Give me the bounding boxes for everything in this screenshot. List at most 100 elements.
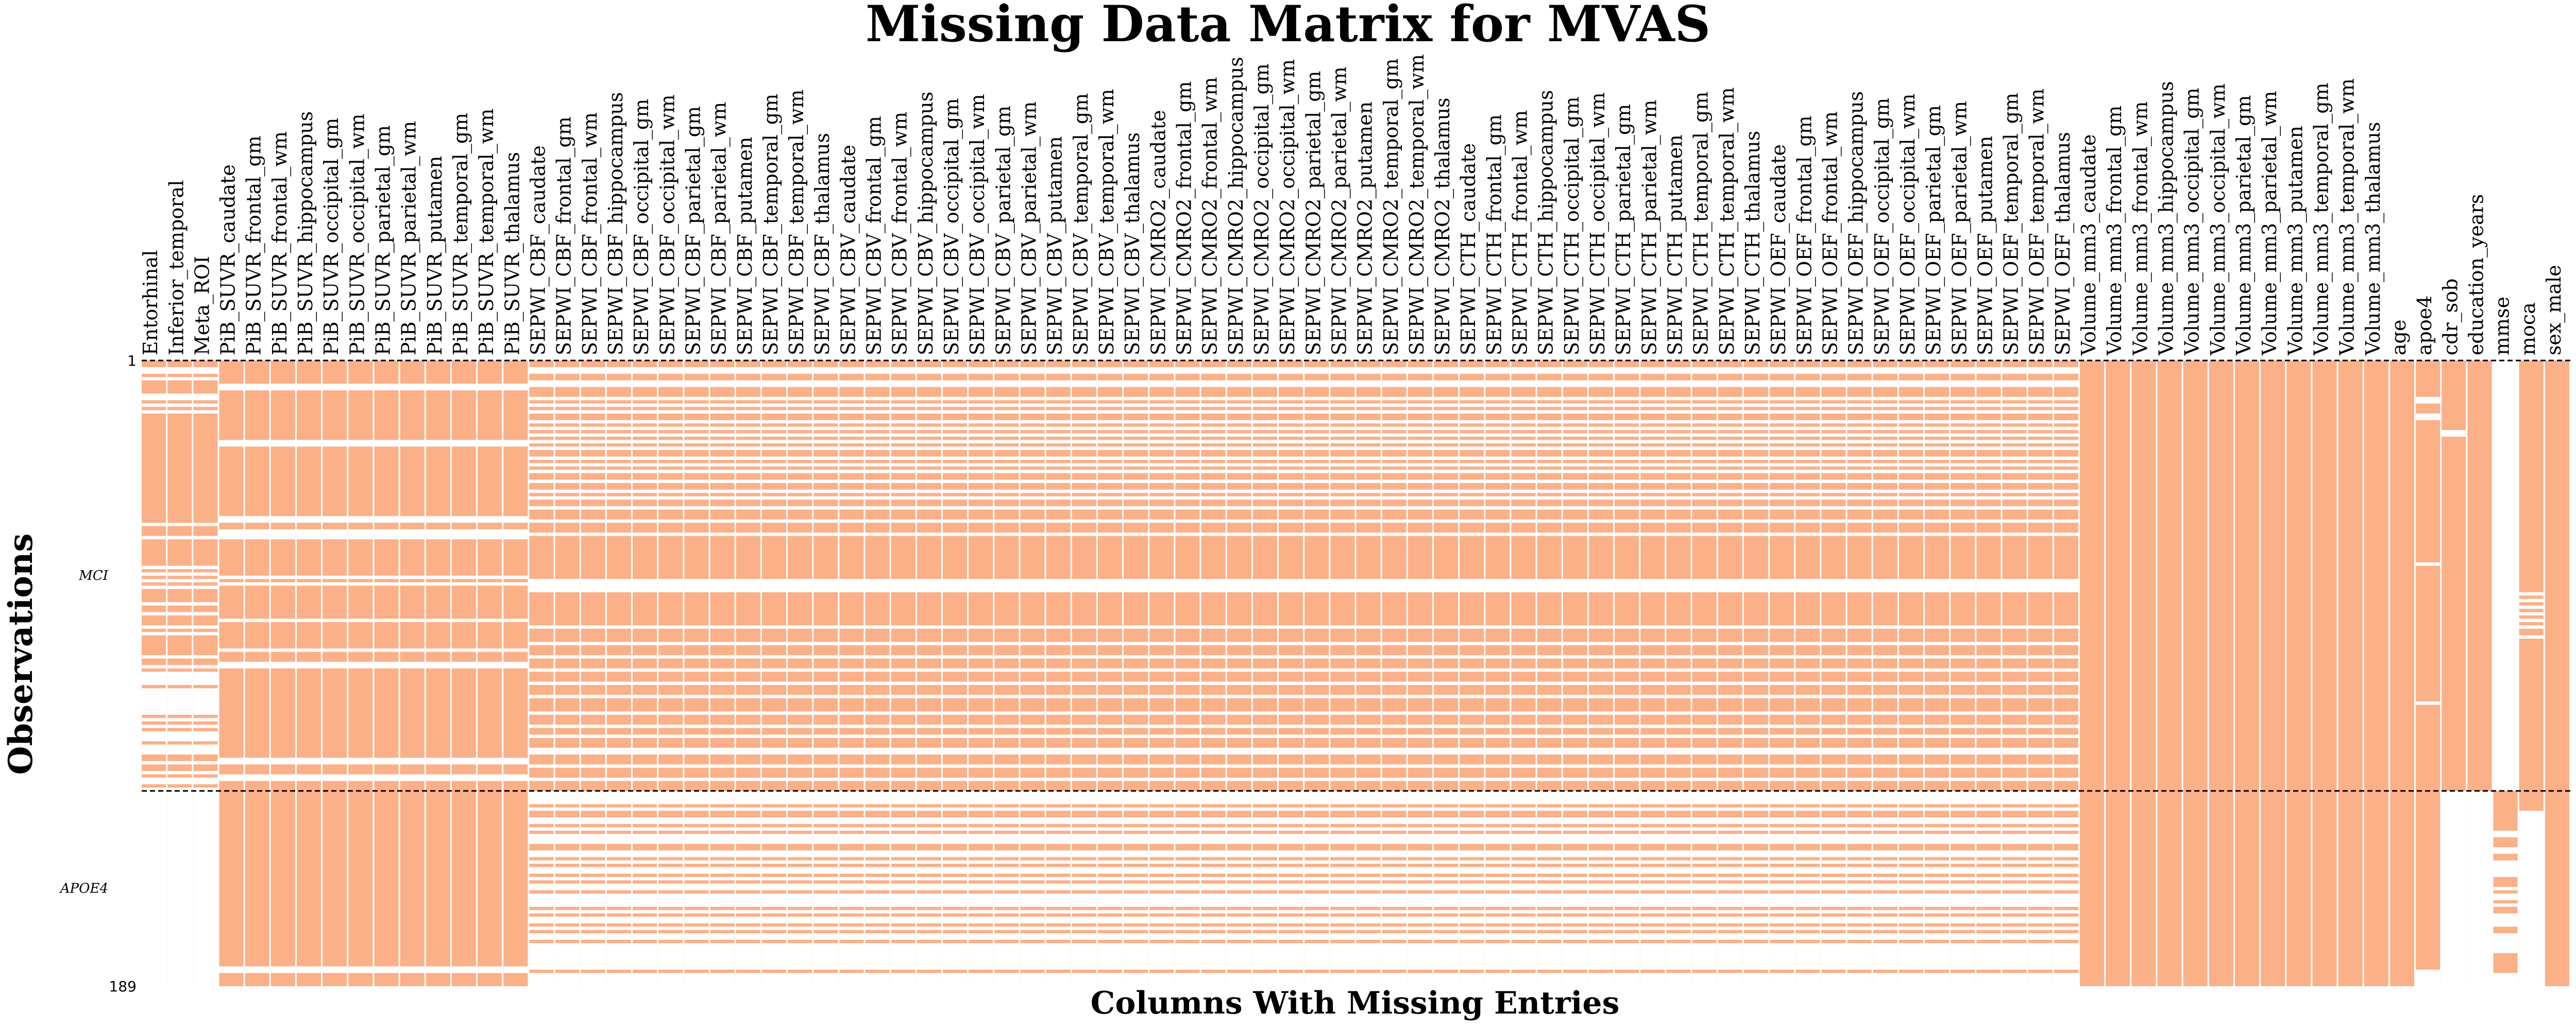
missing-run-PiB_SUVR_frontal_gm-rows-52-54 <box>245 529 269 540</box>
missing-run-SEPWI_CMRO2_parietal_gm-rows-45-45 <box>1304 506 1329 510</box>
missing-run-SEPWI_CBF_occipital_gm-rows-16-16 <box>633 410 657 414</box>
missing-run-SEPWI_CMRO2_occipital_wm-rows-90-90 <box>1279 655 1303 659</box>
missing-run-SEPWI_CTH_hippocampus-rows-159-160 <box>1537 883 1562 890</box>
missing-run-SEPWI_CBF_putamen-rows-142-142 <box>736 827 760 831</box>
missing-run-SEPWI_CBF_putamen-rows-45-45 <box>736 506 760 510</box>
missing-run-SEPWI_OEF_frontal_wm-rows-42-42 <box>1821 496 1846 500</box>
missing-run-SEPWI_CMRO2_frontal_wm-rows-102-102 <box>1201 695 1226 698</box>
missing-run-SEPWI_CBF_thalamus-rows-149-150 <box>814 850 838 857</box>
missing-run-SEPWI_CTH_hippocampus-rows-127-127 <box>1537 778 1562 781</box>
missing-run-PiB_SUVR_frontal_gm-rows-25-26 <box>245 440 269 447</box>
missing-run-SEPWI_CBV_parietal_gm-rows-169-170 <box>994 917 1019 923</box>
missing-run-SEPWI_CBF_parietal_wm-rows-123-123 <box>710 764 735 768</box>
missing-run-SEPWI_OEF_hippocampus-rows-34-34 <box>1847 470 1872 473</box>
column-label-SEPWI_CBV_temporal_gm: SEPWI_CBV_temporal_gm <box>1070 93 1093 355</box>
missing-run-SEPWI_CBF_caudate-rows-14-14 <box>529 403 554 407</box>
missing-run-PiB_SUVR_occipital_wm-rows-25-26 <box>348 440 373 447</box>
missing-run-SEPWI_CBF_thalamus-rows-136-136 <box>814 807 838 811</box>
missing-run-SEPWI_CTH_temporal_gm-rows-136-136 <box>1692 807 1717 811</box>
missing-run-SEPWI_CMRO2_putamen-rows-162-165 <box>1356 894 1381 907</box>
missing-run-PiB_SUVR_putamen-rows-8-9 <box>426 384 450 390</box>
missing-run-SEPWI_CTH_occipital_gm-rows-23-23 <box>1563 433 1587 437</box>
missing-run-SEPWI_CBF_occipital_gm-rows-139-140 <box>633 817 657 824</box>
missing-run-SEPWI_CMRO2_frontal_gm-rows-86-86 <box>1175 642 1200 645</box>
column-label-PiB_SUVR_thalamus: PiB_SUVR_thalamus <box>501 152 524 355</box>
missing-run-SEPWI_OEF_parietal_gm-rows-162-165 <box>1925 894 1950 907</box>
missing-run-SEPWI_CBV_occipital_gm-rows-45-45 <box>942 506 968 510</box>
missing-run-SEPWI_CTH_frontal_gm-rows-136-136 <box>1485 807 1510 811</box>
missing-run-SEPWI_CBF_thalamus-rows-139-140 <box>814 817 838 824</box>
missing-run-SEPWI_OEF_putamen-rows-30-30 <box>1976 456 2001 460</box>
missing-run-SEPWI_CMRO2_frontal_gm-rows-23-23 <box>1175 433 1200 437</box>
missing-run-SEPWI_OEF_thalamus-rows-19-19 <box>2054 420 2078 424</box>
missing-run-SEPWI_CBV_caudate-rows-34-34 <box>839 470 864 473</box>
missing-run-SEPWI_CMRO2_putamen-rows-45-45 <box>1356 506 1381 510</box>
missing-run-SEPWI_CTH_temporal_gm-rows-3-4 <box>1692 367 1717 374</box>
missing-run-SEPWI_OEF_frontal_wm-rows-53-53 <box>1821 533 1846 536</box>
missing-run-SEPWI_CBV_occipital_gm-rows-3-4 <box>942 367 968 374</box>
missing-run-SEPWI_CBF_thalamus-rows-37-37 <box>814 479 838 483</box>
missing-run-SEPWI_CMRO2_occipital_wm-rows-139-140 <box>1279 817 1303 824</box>
column-label-SEPWI_OEF_occipital_wm: SEPWI_OEF_occipital_wm <box>1896 94 1920 355</box>
missing-run-SEPWI_CBF_parietal_wm-rows-177-184 <box>710 943 735 970</box>
missing-run-SEPWI_OEF_putamen-rows-174-175 <box>1976 933 2001 940</box>
missing-run-SEPWI_CBV_thalamus-rows-19-19 <box>1124 420 1148 424</box>
missing-run-SEPWI_CMRO2_thalamus-rows-154-155 <box>1433 867 1459 874</box>
missing-run-SEPWI_CTH_parietal_gm-rows-86-86 <box>1615 642 1639 645</box>
missing-run-Inferior_temporal-rows-74-74 <box>167 602 192 606</box>
missing-run-SEPWI_CBV_caudate-rows-102-102 <box>839 695 864 698</box>
missing-run-SEPWI_OEF_occipital_wm-rows-30-30 <box>1899 456 1924 460</box>
missing-run-SEPWI_CBV_hippocampus-rows-114-114 <box>917 734 941 738</box>
missing-run-SEPWI_CTH_thalamus-rows-123-123 <box>1743 764 1769 768</box>
missing-run-SEPWI_CTH_thalamus-rows-167-167 <box>1743 910 1769 914</box>
missing-run-SEPWI_CTH_parietal_gm-rows-177-184 <box>1615 943 1639 970</box>
missing-run-SEPWI_CBF_parietal_wm-rows-114-114 <box>710 734 735 738</box>
missing-run-SEPWI_CTH_caudate-rows-107-107 <box>1460 711 1484 715</box>
missing-run-SEPWI_CTH_putamen-rows-25-25 <box>1666 440 1691 443</box>
missing-run-SEPWI_OEF_parietal_gm-rows-45-45 <box>1925 506 1950 510</box>
missing-run-SEPWI_CBF_parietal_wm-rows-3-4 <box>710 367 735 374</box>
missing-run-SEPWI_CBF_parietal_wm-rows-139-140 <box>710 817 735 824</box>
missing-run-SEPWI_OEF_parietal_wm-rows-157-157 <box>1951 877 1975 881</box>
column-present-SEPWI_OEF_temporal_gm <box>2002 360 2027 986</box>
missing-run-SEPWI_OEF_frontal_gm-rows-14-14 <box>1795 403 1820 407</box>
missing-run-SEPWI_CBF_parietal_gm-rows-131-134 <box>684 791 709 804</box>
missing-run-SEPWI_CMRO2_temporal_gm-rows-67-70 <box>1382 579 1406 592</box>
missing-run-SEPWI_OEF_hippocampus-rows-14-14 <box>1847 403 1872 407</box>
missing-run-SEPWI_CBF_caudate-rows-25-25 <box>529 440 554 443</box>
missing-run-SEPWI_CMRO2_caudate-rows-98-98 <box>1149 681 1174 685</box>
missing-run-SEPWI_CBF_frontal_wm-rows-32-32 <box>581 463 605 467</box>
missing-run-SEPWI_CBV_putamen-rows-174-175 <box>1046 933 1071 940</box>
missing-run-SEPWI_OEF_thalamus-rows-94-94 <box>2054 668 2078 672</box>
missing-run-SEPWI_CBF_putamen-rows-144-146 <box>736 834 760 844</box>
missing-run-SEPWI_CBF_parietal_wm-rows-94-94 <box>710 668 735 672</box>
missing-run-PiB_SUVR_parietal_wm-rows-184-185 <box>400 966 425 973</box>
missing-run-PiB_SUVR_parietal_wm-rows-25-26 <box>400 440 425 447</box>
missing-run-SEPWI_CTH_caudate-rows-32-32 <box>1460 463 1484 467</box>
missing-run-SEPWI_CTH_parietal_gm-rows-3-4 <box>1615 367 1639 374</box>
missing-run-SEPWI_CBV_caudate-rows-32-32 <box>839 463 864 467</box>
missing-run-Meta_ROI-rows-69-69 <box>193 586 218 589</box>
missing-run-SEPWI_CTH_hippocampus-rows-49-49 <box>1537 519 1562 523</box>
missing-run-SEPWI_CBF_frontal_gm-rows-136-136 <box>555 807 580 811</box>
missing-run-SEPWI_CMRO2_frontal_wm-rows-81-81 <box>1201 625 1226 629</box>
missing-run-SEPWI_CTH_temporal_gm-rows-167-167 <box>1692 910 1717 914</box>
missing-run-SEPWI_CBV_occipital_gm-rows-149-150 <box>942 850 968 857</box>
missing-run-SEPWI_CTH_frontal_gm-rows-67-70 <box>1485 579 1510 592</box>
missing-run-SEPWI_CMRO2_frontal_gm-rows-37-37 <box>1175 479 1200 483</box>
missing-run-SEPWI_CTH_temporal_wm-rows-30-30 <box>1718 456 1742 460</box>
missing-run-SEPWI_CBF_caudate-rows-167-167 <box>529 910 554 914</box>
missing-run-SEPWI_CTH_parietal_wm-rows-139-140 <box>1640 817 1665 824</box>
missing-run-SEPWI_CMRO2_occipital_wm-rows-27-27 <box>1279 447 1303 450</box>
missing-run-SEPWI_OEF_parietal_gm-rows-81-81 <box>1925 625 1950 629</box>
missing-run-SEPWI_CTH_occipital_gm-rows-102-102 <box>1563 695 1587 698</box>
missing-run-SEPWI_OEF_frontal_gm-rows-136-136 <box>1795 807 1820 811</box>
missing-run-SEPWI_CTH_caudate-rows-23-23 <box>1460 433 1484 437</box>
missing-run-SEPWI_CBV_putamen-rows-123-123 <box>1046 764 1071 768</box>
missing-run-Entorhinal-rows-83-83 <box>142 632 166 636</box>
missing-run-SEPWI_CMRO2_temporal_wm-rows-152-152 <box>1408 860 1432 864</box>
missing-run-SEPWI_CMRO2_thalamus-rows-14-14 <box>1433 403 1459 407</box>
missing-run-SEPWI_CBF_temporal_wm-rows-94-94 <box>787 668 812 672</box>
missing-run-SEPWI_OEF_parietal_gm-rows-186-189 <box>1925 973 1950 986</box>
missing-run-SEPWI_OEF_temporal_wm-rows-49-49 <box>2028 519 2053 523</box>
